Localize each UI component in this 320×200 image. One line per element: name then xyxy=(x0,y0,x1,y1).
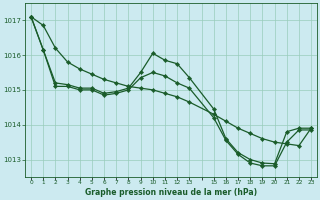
X-axis label: Graphe pression niveau de la mer (hPa): Graphe pression niveau de la mer (hPa) xyxy=(85,188,257,197)
